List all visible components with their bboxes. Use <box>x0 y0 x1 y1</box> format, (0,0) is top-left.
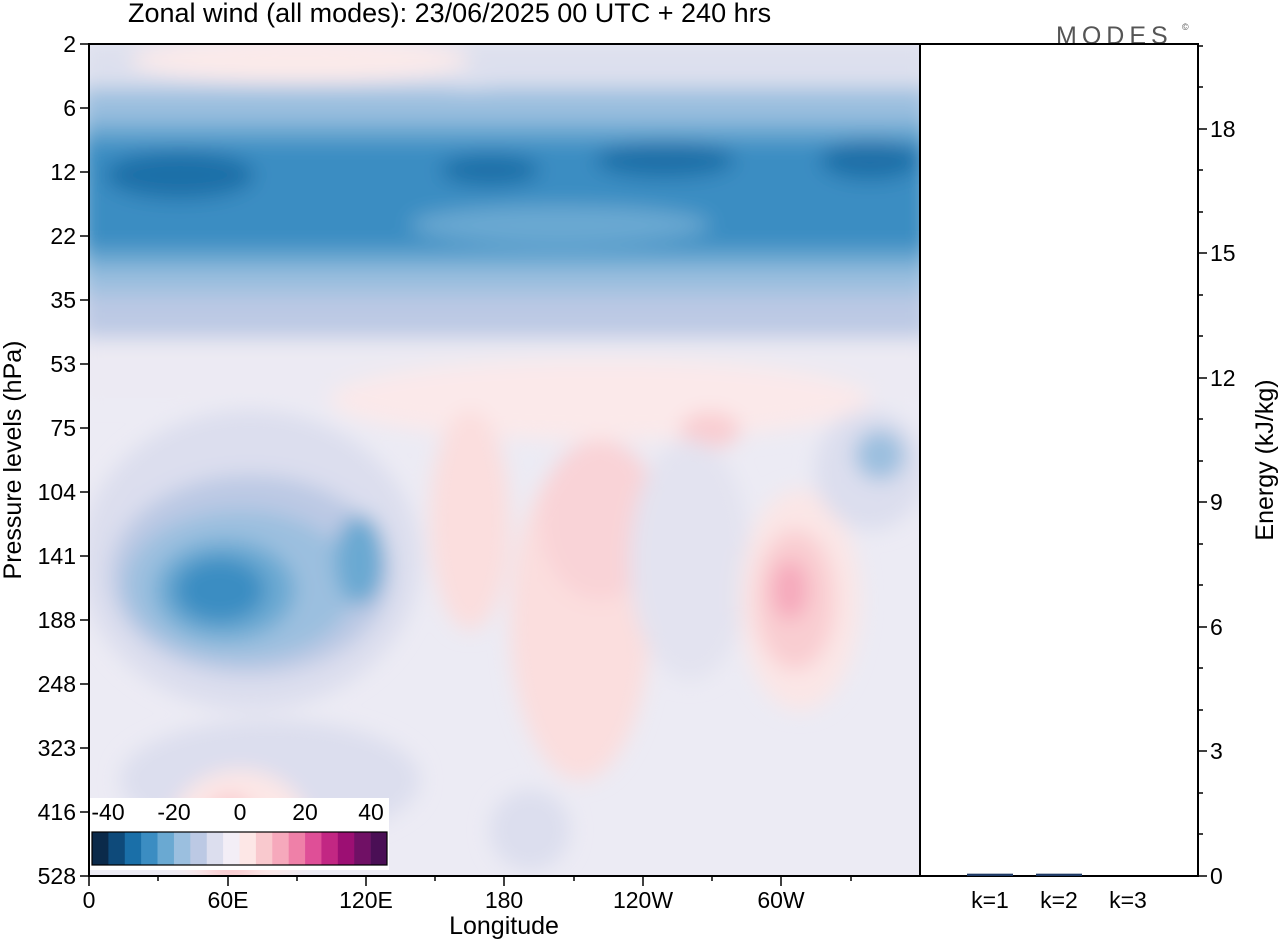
y-axis-label: Pressure levels (hPa) <box>0 341 27 580</box>
energy-tick-label: 18 <box>1210 116 1236 142</box>
colorbar-label: -40 <box>91 799 124 825</box>
energy-tick-label: 6 <box>1210 614 1223 640</box>
x-tick-label: 120E <box>339 887 393 913</box>
energy-axis-label: Energy (kJ/kg) <box>1251 379 1279 540</box>
colorbar-swatch <box>124 832 142 865</box>
colorbar-swatch <box>239 832 257 865</box>
colorbar-swatch <box>92 832 109 865</box>
energy-tick-label: 9 <box>1210 489 1223 515</box>
colorbar-swatch <box>206 832 224 865</box>
colorbar-label: -20 <box>157 799 190 825</box>
energy-categories: k=1 k=2 k=3 <box>971 887 1147 913</box>
y-tick-label: 22 <box>50 223 76 249</box>
x-axis: 0 60E 120E 180 120W 60W Longitude <box>83 876 852 940</box>
y-tick-label: 104 <box>38 479 77 505</box>
energy-tick-label: 3 <box>1210 738 1223 764</box>
colorbar-swatch <box>190 832 208 865</box>
colorbar-swatch <box>108 832 126 865</box>
wind-field <box>89 44 920 876</box>
colorbar-swatch <box>321 832 339 865</box>
y-tick-label: 248 <box>38 671 76 697</box>
energy-panel-frame <box>919 43 1199 877</box>
colorbar-outline <box>91 831 388 866</box>
x-tick-label: 60E <box>208 887 249 913</box>
colorbar-swatch <box>305 832 322 865</box>
chart-title: Zonal wind (all modes): 23/06/2025 00 UT… <box>128 0 771 28</box>
energy-tick-label: 12 <box>1210 365 1236 391</box>
energy-tick-marks <box>1198 45 1207 877</box>
y-tick-label: 188 <box>38 607 76 633</box>
x-tick-label: 60W <box>757 887 805 913</box>
y-tick-label: 323 <box>38 735 76 761</box>
colorbar: -40 -20 0 20 40 <box>89 798 389 870</box>
y-tick-label: 6 <box>63 95 76 121</box>
x-axis-label: Longitude <box>449 912 559 940</box>
modes-logo-mark: © <box>1182 22 1189 32</box>
colorbar-label: 20 <box>292 799 318 825</box>
colorbar-swatch <box>370 832 388 865</box>
y-axis: 2 6 12 22 35 53 75 104 141 188 248 323 4… <box>0 31 89 889</box>
energy-bars <box>967 873 1082 876</box>
colorbar-swatch <box>141 832 158 865</box>
energy-category-label: k=1 <box>971 887 1009 913</box>
y-tick-label: 528 <box>38 863 76 889</box>
colorbar-swatch <box>173 832 191 865</box>
colorbar-label: 40 <box>358 799 384 825</box>
y-tick-label: 12 <box>50 159 76 185</box>
x-tick-label: 180 <box>485 887 523 913</box>
colorbar-swatch <box>223 832 240 865</box>
energy-category-label: k=3 <box>1109 887 1147 913</box>
energy-bar <box>1036 873 1082 876</box>
energy-bar <box>967 873 1013 876</box>
colorbar-swatch <box>255 832 273 865</box>
colorbar-swatch <box>272 832 289 865</box>
y-tick-label: 141 <box>38 543 76 569</box>
x-tick-label: 0 <box>83 887 96 913</box>
colorbar-label: 0 <box>234 799 247 825</box>
colorbar-swatch <box>354 832 371 865</box>
colorbar-swatch <box>157 832 175 865</box>
colorbar-swatch <box>288 832 306 865</box>
energy-axis: 0 3 6 9 12 15 18 Energy (kJ/kg) <box>1198 45 1279 889</box>
y-tick-label: 416 <box>38 799 76 825</box>
y-tick-marks <box>80 43 89 877</box>
energy-category-label: k=2 <box>1040 887 1078 913</box>
energy-tick-label: 15 <box>1210 240 1236 266</box>
y-tick-label: 2 <box>63 31 76 57</box>
x-tick-marks <box>88 876 852 886</box>
y-tick-label: 35 <box>50 287 76 313</box>
colorbar-swatch <box>337 832 355 865</box>
energy-tick-label: 0 <box>1210 863 1223 889</box>
y-tick-label: 75 <box>50 415 76 441</box>
x-tick-label: 120W <box>613 887 673 913</box>
y-tick-label: 53 <box>50 351 76 377</box>
